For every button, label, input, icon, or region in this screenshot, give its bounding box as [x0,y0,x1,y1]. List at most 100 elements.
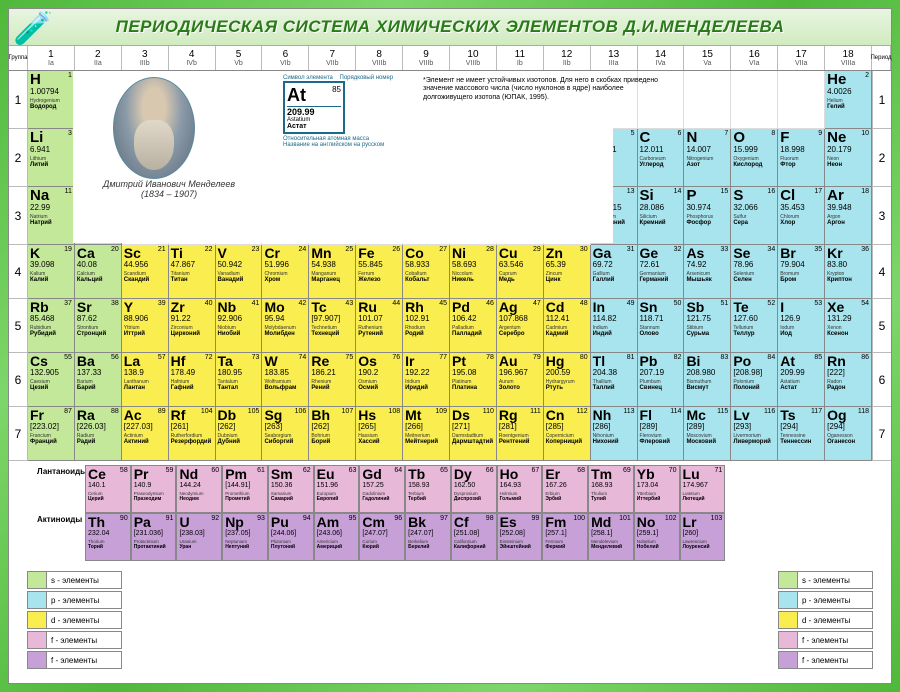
element-Ir: Ir77192.22IridiumИридий [403,353,450,407]
element-U: U92[238.03]UraniumУран [176,513,222,561]
element-Sg: Sg106[263]SeaborgiumСиборгий [262,407,309,461]
group-header-6: 6VIb [262,46,309,70]
group-header-15: 15Va [684,46,731,70]
element-Ru: Ru44101.07RutheniumРутений [356,299,403,353]
period-num-left: 7 [9,407,28,461]
element-Rn: Rn86[222]RadonРадон [825,353,872,407]
element-N: N714.007NitrogeniumАзот [684,129,731,187]
element-Mn: Mn2554.938ManganumМарганец [309,245,356,299]
legend-row-p: p - элементы [778,591,873,609]
period-num-right: 1 [872,71,891,129]
period-num-right: 6 [872,353,891,407]
period-row-5: 5Rb3785.468RubidiumРубидийSr3887.62Stron… [9,299,891,353]
element-Lu: Lu71174.967LutetiumЛютеций [680,465,726,513]
element-Ce: Ce58140.1CeriumЦерий [85,465,131,513]
element-F: F918.998FluorumФтор [778,129,825,187]
element-K: K1939.098KaliumКалий [28,245,75,299]
element-Fr: Fr87[223.02]FranciumФранций [28,407,75,461]
period-num-right: 4 [872,245,891,299]
element-Lv: Lv116[293]LivermoriumЛиверморий [731,407,778,461]
element-He: He24.0026HeliumГелий [825,71,872,129]
element-At: At85209.99AstatiumАстат [778,353,825,407]
element-Am: Am95[243.06]AmericiumАмериций [314,513,360,561]
legend-row-s: s - элементы [778,571,873,589]
element-W: W74183.85WolframiumВольфрам [262,353,309,407]
element-Pa: Pa91[231.036]ProtactiniumПротактиний [131,513,177,561]
periodic-table-container: 🧪 ПЕРИОДИЧЕСКАЯ СИСТЕМА ХИМИЧЕСКИХ ЭЛЕМЕ… [8,8,892,684]
element-Y: Y3988.906YttriumИттрий [122,299,169,353]
color-legend-left: s - элементыp - элементыd - элементыf - … [27,569,122,671]
period-row-6: 6Cs55132.905CaesiumЦезийBa56137.33Barium… [9,353,891,407]
element-Ca: Ca2040.08CalciumКальций [75,245,122,299]
f-block: Лантаноиды Ce58140.1CeriumЦерийPr59140.9… [9,465,891,561]
center-overlay: Дмитрий Иванович Менделеев(1834 – 1907) … [73,71,613,243]
group-header-row: Группа 1Ia2IIa3IIIb4IVb5Vb6VIb7VIIb8VIII… [9,46,891,71]
element-In: In49114.82IndiumИндий [591,299,638,353]
title: ПЕРИОДИЧЕСКАЯ СИСТЕМА ХИМИЧЕСКИХ ЭЛЕМЕНТ… [9,9,891,46]
element-Ba: Ba56137.33BariumБарий [75,353,122,407]
element-Fe: Fe2655.845FerrumЖелезо [356,245,403,299]
period-label: Период [872,46,891,70]
element-Cr: Cr2451.996ChromiumХром [262,245,309,299]
element-Rb: Rb3785.468RubidiumРубидий [28,299,75,353]
color-legend-right: s - элементыp - элементыd - элементыf - … [778,569,873,671]
element-legend: Символ элемента Порядковый номер At85 20… [283,75,403,148]
element-Zn: Zn3065.39ZincumЦинк [544,245,591,299]
group-header-16: 16VIa [731,46,778,70]
element-Re: Re75186.21RheniumРений [309,353,356,407]
element-Cn: Cn112[285]CoperniciumКоперниций [544,407,591,461]
element-Nh: Nh113[286]NihoniumНихоний [591,407,638,461]
element-Nb: Nb4192.906NiobiumНиобий [216,299,263,353]
element-Np: Np93[237.05]NeptuniumНептуний [222,513,268,561]
element-Ds: Ds110[271]DarmstadtiumДармштадтий [450,407,497,461]
element-Pu: Pu94[244.06]PlutoniumПлутоний [268,513,314,561]
legend-row-f2: f - элементы [27,651,122,669]
element-Si: Si1428.086SiliciumКремний [638,187,685,245]
period-num-right: 3 [872,187,891,245]
flask-icon: 🧪 [13,9,53,47]
isotope-note: *Элемент не имеет устойчивых изотопов. Д… [423,77,673,102]
element-Pt: Pt78195.08PlatinumПлатина [450,353,497,407]
period-num-left: 1 [9,71,28,129]
element-Hf: Hf72178.49HafniumГафний [169,353,216,407]
element-Ne: Ne1020.179NeonНеон [825,129,872,187]
group-header-13: 13IIIa [591,46,638,70]
element-Yb: Yb70173.04YtterbiumИттербий [634,465,680,513]
element-Ni: Ni2858.693NiccolumНикель [450,245,497,299]
element-Os: Os76190.2OsmiumОсмий [356,353,403,407]
period-num-left: 3 [9,187,28,245]
element-Hs: Hs108[265]HassiumХассий [356,407,403,461]
element-Ac: Ac89[227.03]ActiniumАктиний [122,407,169,461]
element-Li: Li36.941LithiumЛитий [28,129,75,187]
period-num-right: 5 [872,299,891,353]
group-header-11: 11Ib [497,46,544,70]
period-num-right: 2 [872,129,891,187]
mendeleev-portrait [113,77,195,179]
group-header-17: 17VIIa [778,46,825,70]
element-Cl: Cl1735.453ChlorumХлор [778,187,825,245]
element-Rh: Rh45102.91RhodiumРодий [403,299,450,353]
element-Mt: Mt109[266]MeitneriumМейтнерий [403,407,450,461]
group-header-1: 1Ia [28,46,75,70]
element-Bi: Bi83208.980BismuthumВисмут [684,353,731,407]
period-row-4: 4 K1939.098KaliumКалийCa2040.08CalciumКал… [9,245,891,299]
element-Lr: Lr103[260]LawrenciumЛоуренсий [680,513,726,561]
group-header-4: 4IVb [169,46,216,70]
element-Ho: Ho67164.93HolmiumГольмий [497,465,543,513]
element-Ra: Ra88[226.03]RadiumРадий [75,407,122,461]
element-Cf: Cf98[251.08]CaliforniumКалифорний [451,513,497,561]
element-Bh: Bh107[262]BohriumБорий [309,407,356,461]
element-S: S1632.066SulfurСера [731,187,778,245]
element-Co: Co2758.933CobaltumКобальт [403,245,450,299]
element-Fl: Fl114[289]FleroviumФлеровий [638,407,685,461]
element-No: No102[259.1]NobeliumНобелий [634,513,680,561]
lanthanides-label: Лантаноиды [9,465,85,513]
element-Sn: Sn50118.71StannumОлово [638,299,685,353]
element-Tm: Tm69168.93ThuliumТулий [588,465,634,513]
element-Rg: Rg111[281]RoentgeniumРентгений [497,407,544,461]
element-I: I53126.9IodumИод [778,299,825,353]
period-num-left: 6 [9,353,28,407]
actinides-label: Актиноиды [9,513,85,561]
element-La: La57138.9LanthanumЛантан [122,353,169,407]
element-Ga: Ga3169.72GalliumГаллий [591,245,638,299]
